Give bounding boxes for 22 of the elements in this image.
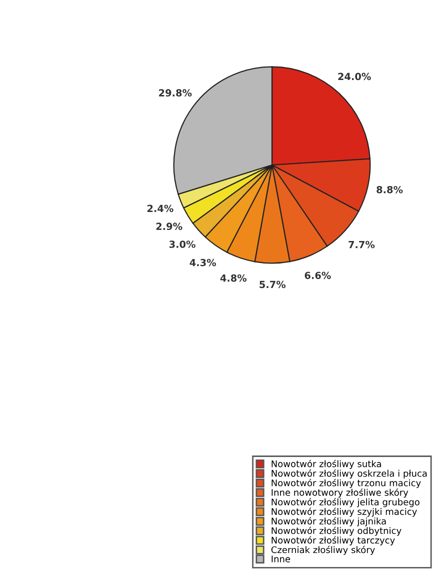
legend-label: Nowotwór złośliwy sutka [272, 460, 381, 469]
data-label: 3.0% [169, 240, 196, 248]
data-label: 2.4% [147, 204, 174, 212]
data-label: 6.6% [304, 272, 331, 280]
legend-label: Inne [272, 556, 290, 562]
legend-label: Inne nowotwory złośliwe skóry [272, 488, 408, 498]
data-label: 4.3% [190, 258, 216, 266]
legend-label: Nowotwór złośliwy odbytnicy [272, 526, 402, 536]
legend-label: Nowotwór złośliwy oskrzela i płuca [272, 469, 427, 479]
legend-label: Nowotwór złośliwy jajnika [272, 517, 386, 526]
data-label: 4.8% [220, 274, 247, 282]
data-label: 24.0% [338, 72, 371, 80]
legend-label: Nowotwór złośliwy szyjki macicy [272, 508, 417, 517]
legend-label: Nowotwór złośliwy jelita grubego [272, 498, 420, 508]
data-label: 8.8% [376, 186, 403, 194]
legend-label: Nowotwór złośliwy trzonu macicy [272, 478, 421, 488]
data-label: 2.9% [156, 222, 182, 230]
data-label: 5.7% [260, 280, 286, 288]
legend-label: Czerniak złośliwy skóry [271, 546, 375, 555]
legend-label: Nowotwór złośliwy tarczycy [272, 536, 395, 546]
data-label: 29.8% [159, 89, 192, 97]
data-label: 7.7% [348, 240, 375, 248]
